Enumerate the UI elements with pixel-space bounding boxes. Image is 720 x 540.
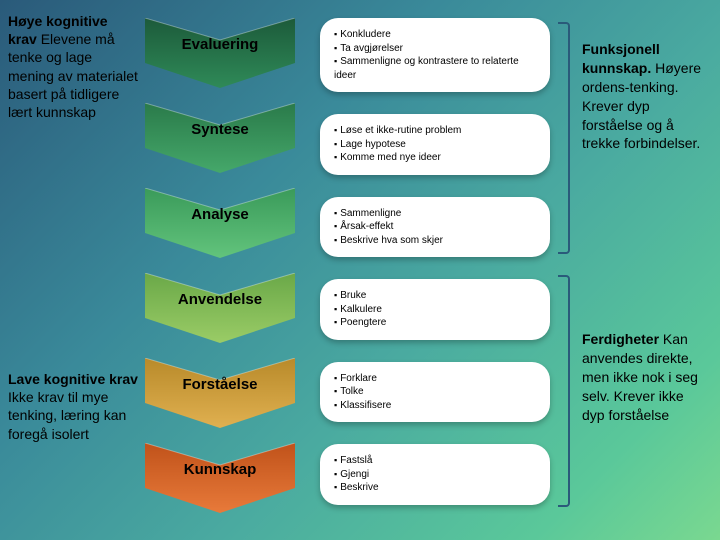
level-label: Kunnskap [145,461,295,478]
detail-bullet: Løse et ikke-rutine problem [334,124,536,138]
detail-bullet: Tolke [334,385,536,399]
right-top-text: Funksjonell kunnskap. Høyere ordens-tenk… [582,40,710,153]
chevron-icon [145,358,295,428]
detail-bullet: Gjengi [334,468,536,482]
right-bottom-heading: Ferdigheter [582,331,659,347]
detail-bullet: Sammenligne og kontrastere to relaterte … [334,55,536,82]
detail-bullet: Beskrive hva som skjer [334,234,536,248]
detail-box: Løse et ikke-rutine problemLage hypotese… [320,114,550,175]
level-arrow: Syntese [145,103,295,173]
bracket-bottom [558,275,570,507]
detail-bullet: Komme med nye ideer [334,151,536,165]
detail-bullet: Bruke [334,289,536,303]
detail-bullet: Beskrive [334,481,536,495]
level-label: Forståelse [145,376,295,393]
detail-bullet: Ta avgjørelser [334,42,536,56]
detail-column: KonkludereTa avgjørelserSammenligne og k… [320,18,550,527]
detail-box: ForklareTolkeKlassifisere [320,362,550,423]
detail-box: BrukeKalkulerePoengtere [320,279,550,340]
detail-bullet: Konkludere [334,28,536,42]
left-bottom-text: Lave kognitive krav Ikke krav til mye te… [8,370,138,443]
detail-bullet: Lage hypotese [334,138,536,152]
level-label: Analyse [145,206,295,223]
detail-bullet: Poengtere [334,316,536,330]
chevron-icon [145,188,295,258]
chevron-icon [145,273,295,343]
detail-box: KonkludereTa avgjørelserSammenligne og k… [320,18,550,92]
detail-box: SammenligneÅrsak-effektBeskrive hva som … [320,197,550,258]
level-label: Anvendelse [145,291,295,308]
detail-bullet: Fastslå [334,454,536,468]
chevron-icon [145,18,295,88]
detail-bullet: Kalkulere [334,303,536,317]
chevron-icon [145,103,295,173]
detail-bullet: Klassifisere [334,399,536,413]
level-arrow: Forståelse [145,358,295,428]
detail-bullet: Forklare [334,372,536,386]
right-bottom-text: Ferdigheter Kan anvendes direkte, men ik… [582,330,710,424]
left-bottom-heading: Lave kognitive krav [8,371,138,387]
level-arrow: Kunnskap [145,443,295,513]
level-arrow: Analyse [145,188,295,258]
detail-bullet: Sammenligne [334,207,536,221]
chevron-icon [145,443,295,513]
arrow-column: Evaluering Syntese Analyse Anvendelse [145,18,295,528]
level-label: Syntese [145,121,295,138]
right-top-heading: Funksjonell kunnskap. [582,41,660,76]
bracket-top [558,22,570,254]
detail-box: FastslåGjengiBeskrive [320,444,550,505]
level-label: Evaluering [145,36,295,53]
level-arrow: Evaluering [145,18,295,88]
left-top-text: Høye kognitive krav Elevene må tenke og … [8,12,138,121]
detail-bullet: Årsak-effekt [334,220,536,234]
level-arrow: Anvendelse [145,273,295,343]
left-bottom-body: Ikke krav til mye tenking, læring kan fo… [8,389,126,441]
